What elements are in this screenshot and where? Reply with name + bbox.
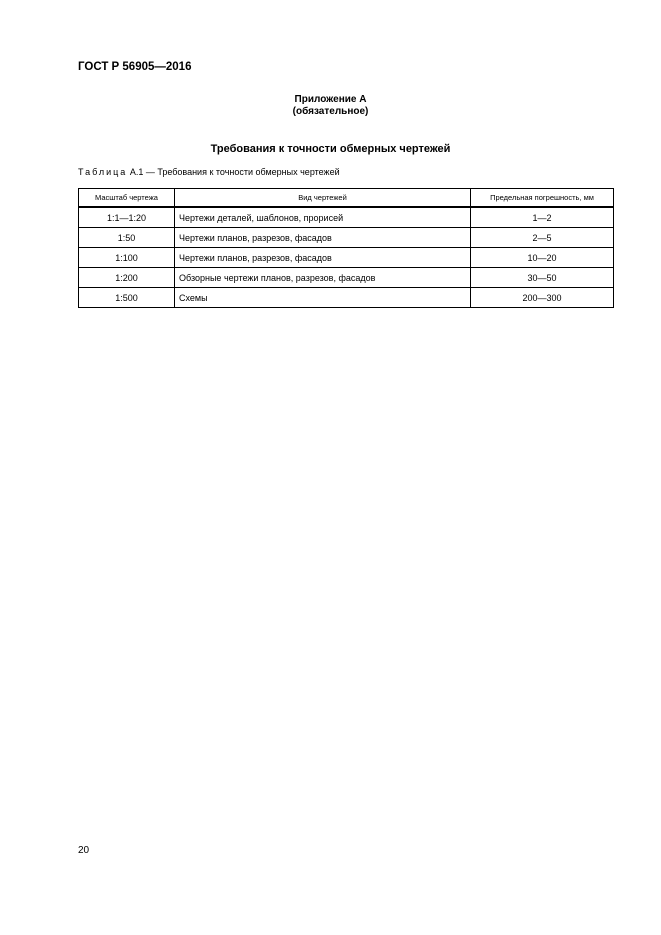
- type-cell: Чертежи планов, разрезов, фасадов: [174, 227, 471, 248]
- table-row: 1:1—1:20 Чертежи деталей, шаблонов, прори…: [78, 206, 614, 228]
- scale-cell: 1:200: [78, 267, 175, 288]
- error-cell: 200—300: [470, 287, 614, 308]
- scale-cell: 1:500: [78, 287, 175, 308]
- accuracy-table: Масштаб чертежа Вид чертежей Предельная …: [78, 188, 614, 308]
- table-header-row: Масштаб чертежа Вид чертежей Предельная …: [78, 188, 614, 208]
- appendix-heading: Приложение А (обязательное): [0, 94, 661, 118]
- page-number: 20: [78, 845, 90, 856]
- table-caption: Таблица А.1 — Требования к точности обме…: [78, 167, 340, 177]
- error-cell: 10—20: [470, 247, 614, 268]
- scale-cell: 1:1—1:20: [78, 206, 175, 228]
- appendix-title: Приложение А: [294, 94, 367, 105]
- error-cell: 1—2: [470, 206, 614, 228]
- table-caption-label: Таблица: [78, 167, 128, 177]
- scale-cell: 1:50: [78, 227, 175, 248]
- table-row: 1:100 Чертежи планов, разрезов, фасадов 10…: [78, 247, 614, 268]
- column-header-scale: Масштаб чертежа: [78, 188, 175, 208]
- appendix-status: (обязательное): [292, 106, 369, 117]
- section-title: Требования к точности обмерных чертежей: [210, 143, 451, 155]
- column-header-type: Вид чертежей: [174, 188, 471, 208]
- document-code: ГОСТ Р 56905—2016: [78, 61, 192, 73]
- column-header-error: Предельная погрешность, мм: [470, 188, 614, 208]
- type-cell: Чертежи планов, разрезов, фасадов: [174, 247, 471, 268]
- table-row: 1:50 Чертежи планов, разрезов, фасадов 2—5: [78, 227, 614, 248]
- type-cell: Чертежи деталей, шаблонов, прорисей: [174, 206, 471, 228]
- table-row: 1:200 Обзорные чертежи планов, разрезов, …: [78, 267, 614, 288]
- type-cell: Обзорные чертежи планов, разрезов, фасад…: [174, 267, 471, 288]
- scale-cell: 1:100: [78, 247, 175, 268]
- table-row: 1:500 Схемы 200—300: [78, 287, 614, 308]
- error-cell: 30—50: [470, 267, 614, 288]
- table-caption-text: А.1 — Требования к точности обмерных чер…: [129, 167, 340, 177]
- type-cell: Схемы: [174, 287, 471, 308]
- error-cell: 2—5: [470, 227, 614, 248]
